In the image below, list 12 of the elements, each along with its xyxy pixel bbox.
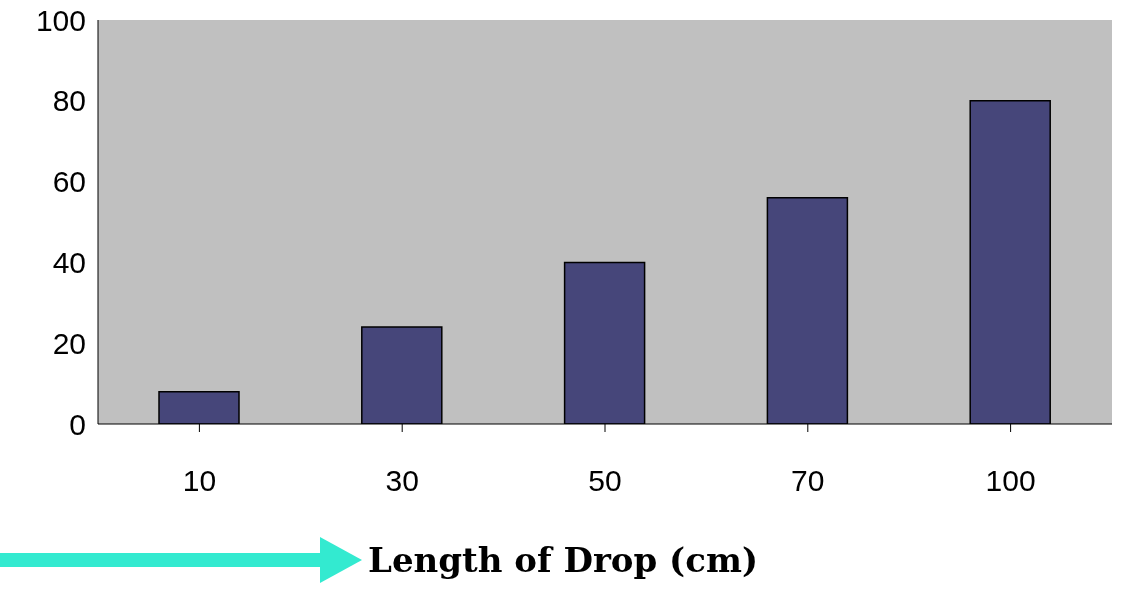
x-axis-title: Length of Drop (cm)	[368, 540, 758, 580]
y-tick-label: 0	[69, 407, 86, 441]
x-tick-label: 10	[182, 464, 217, 498]
x-tick-label: 100	[985, 464, 1036, 498]
x-tick-label: 50	[588, 464, 622, 498]
x-tick-label: 30	[385, 464, 419, 498]
y-tick-label: 20	[52, 326, 86, 360]
y-tick-label: 80	[52, 84, 86, 118]
y-tick-label: 40	[52, 246, 86, 280]
y-tick-label: 100	[35, 3, 86, 37]
y-tick-label: 60	[52, 165, 86, 199]
x-tick-label: 70	[791, 464, 825, 498]
